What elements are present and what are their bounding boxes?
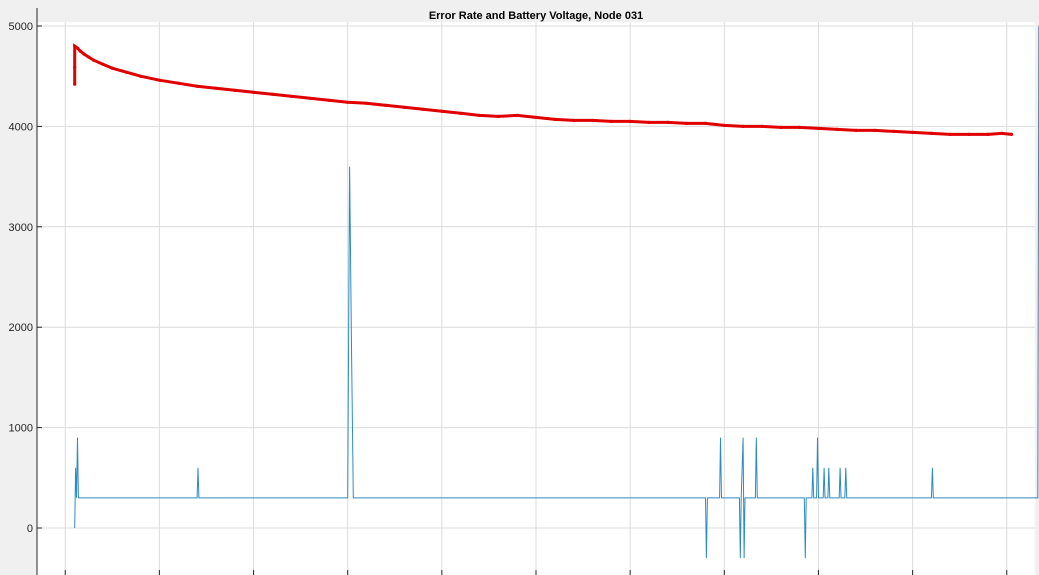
- voltage-point: [82, 52, 86, 56]
- voltage-point: [214, 86, 218, 90]
- voltage-point: [421, 107, 425, 111]
- voltage-point: [572, 118, 576, 122]
- voltage-point: [459, 111, 463, 115]
- y-tick-label: 0: [27, 523, 33, 535]
- series-layer: [73, 25, 1039, 559]
- voltage-point: [110, 66, 114, 70]
- grid: [37, 8, 1035, 575]
- voltage-point: [289, 94, 293, 98]
- voltage-point: [760, 124, 764, 128]
- voltage-point: [798, 125, 802, 129]
- voltage-point: [477, 113, 482, 117]
- voltage-point: [590, 118, 595, 122]
- voltage-point: [873, 128, 877, 132]
- voltage-point: [835, 127, 839, 131]
- voltage-point: [308, 96, 312, 100]
- voltage-point: [609, 119, 613, 123]
- voltage-point: [101, 62, 105, 66]
- voltage-point: [892, 129, 896, 133]
- voltage-point: [195, 84, 199, 88]
- voltage-point: [779, 125, 783, 129]
- voltage-point: [1000, 131, 1004, 135]
- y-tick-label: 2000: [9, 322, 33, 334]
- voltage-point: [73, 44, 77, 48]
- voltage-point: [73, 65, 77, 69]
- voltage-point: [75, 46, 80, 50]
- voltage-point: [929, 131, 934, 135]
- voltage-point: [346, 100, 350, 104]
- voltage-point: [157, 78, 161, 82]
- voltage-point: [402, 105, 406, 109]
- voltage-point: [233, 88, 237, 92]
- voltage-point: [383, 103, 387, 107]
- voltage-point: [986, 132, 990, 136]
- voltage-point: [647, 120, 651, 124]
- y-tick-label: 4000: [9, 121, 33, 133]
- x-axis-ticks: [64, 570, 1008, 575]
- voltage-point: [948, 132, 952, 136]
- voltage-point: [270, 92, 274, 96]
- title-bar: [37, 8, 1035, 22]
- voltage-point: [666, 120, 670, 124]
- voltage-point: [515, 113, 519, 117]
- y-tick-label: 1000: [9, 423, 33, 435]
- voltage-point: [1009, 132, 1014, 136]
- voltage-point: [440, 109, 444, 113]
- chart-title: Error Rate and Battery Voltage, Node 031: [429, 10, 643, 22]
- voltage-point: [327, 98, 331, 102]
- voltage-point: [139, 74, 143, 78]
- voltage-point: [364, 101, 369, 105]
- voltage-point: [251, 90, 256, 94]
- voltage-series: [73, 43, 1014, 136]
- voltage-point: [854, 128, 858, 132]
- voltage-point: [496, 114, 500, 118]
- voltage-point: [628, 119, 632, 123]
- y-axis-ticks: 0 1000 2000 3000 4000 5000: [9, 21, 42, 535]
- voltage-point: [741, 124, 745, 128]
- voltage-point: [78, 49, 82, 53]
- error-series-line: [74, 25, 1039, 559]
- voltage-point: [722, 123, 726, 127]
- voltage-point: [73, 82, 77, 86]
- voltage-point: [124, 70, 128, 74]
- y-tick-label: 3000: [9, 222, 33, 234]
- voltage-point: [685, 121, 689, 125]
- voltage-point: [967, 132, 971, 136]
- voltage-point: [553, 117, 557, 121]
- voltage-point: [87, 55, 91, 59]
- voltage-point: [534, 115, 538, 119]
- y-tick-label: 5000: [9, 21, 33, 33]
- voltage-point: [703, 121, 708, 125]
- voltage-point: [816, 126, 821, 130]
- voltage-point: [176, 81, 180, 85]
- voltage-point: [91, 58, 96, 62]
- voltage-point: [911, 130, 915, 134]
